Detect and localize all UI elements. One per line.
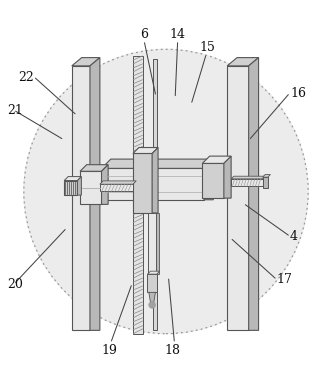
Polygon shape	[102, 159, 213, 169]
Polygon shape	[204, 159, 213, 200]
Text: 6: 6	[140, 28, 148, 41]
Text: 19: 19	[102, 344, 118, 357]
Bar	[72, 66, 90, 331]
Polygon shape	[263, 175, 271, 177]
Circle shape	[149, 301, 155, 308]
Polygon shape	[149, 292, 155, 302]
Polygon shape	[102, 165, 108, 205]
Bar	[80, 171, 102, 205]
Bar	[133, 154, 152, 213]
Polygon shape	[90, 57, 100, 331]
Bar	[64, 180, 77, 195]
Text: 15: 15	[200, 41, 215, 54]
Bar	[148, 213, 156, 274]
Bar	[231, 179, 263, 186]
Polygon shape	[100, 181, 136, 184]
Bar	[133, 56, 142, 334]
Text: 20: 20	[7, 278, 23, 291]
Polygon shape	[227, 57, 259, 66]
Polygon shape	[64, 177, 81, 180]
Bar	[153, 59, 157, 331]
Polygon shape	[152, 147, 158, 213]
Text: 14: 14	[170, 28, 186, 41]
Polygon shape	[72, 57, 100, 66]
Bar	[100, 184, 133, 192]
Polygon shape	[203, 156, 231, 164]
Polygon shape	[249, 57, 259, 331]
Polygon shape	[156, 213, 159, 274]
Text: 22: 22	[18, 71, 34, 84]
Polygon shape	[224, 156, 231, 198]
Polygon shape	[80, 165, 108, 171]
Text: 17: 17	[277, 273, 292, 286]
Polygon shape	[231, 176, 265, 179]
Bar	[203, 164, 224, 198]
Polygon shape	[77, 177, 81, 195]
Text: 21: 21	[7, 104, 23, 117]
Text: 18: 18	[165, 344, 181, 357]
Polygon shape	[133, 147, 158, 154]
Text: 16: 16	[290, 87, 306, 100]
Bar	[263, 177, 268, 188]
Bar	[102, 169, 204, 200]
Circle shape	[24, 49, 308, 334]
Polygon shape	[147, 271, 160, 274]
Bar	[227, 66, 249, 331]
Bar	[147, 274, 157, 292]
Text: 4: 4	[290, 230, 298, 243]
